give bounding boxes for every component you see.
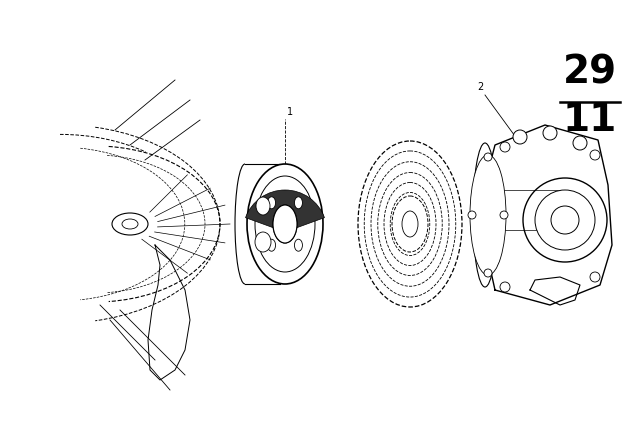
Ellipse shape	[392, 196, 428, 252]
Ellipse shape	[247, 164, 323, 284]
Ellipse shape	[513, 130, 527, 144]
Ellipse shape	[402, 211, 418, 237]
Ellipse shape	[256, 197, 270, 215]
Ellipse shape	[523, 178, 607, 262]
Ellipse shape	[573, 136, 587, 150]
Text: 11: 11	[563, 101, 617, 139]
Ellipse shape	[255, 232, 271, 252]
Ellipse shape	[378, 172, 442, 276]
Ellipse shape	[484, 269, 492, 277]
Ellipse shape	[543, 126, 557, 140]
Text: 29: 29	[563, 53, 617, 91]
Ellipse shape	[470, 155, 506, 275]
Ellipse shape	[500, 142, 510, 152]
Ellipse shape	[371, 162, 449, 286]
Ellipse shape	[390, 193, 430, 255]
Wedge shape	[246, 190, 324, 232]
Ellipse shape	[122, 219, 138, 229]
Ellipse shape	[273, 205, 297, 243]
Ellipse shape	[273, 205, 297, 243]
Ellipse shape	[590, 150, 600, 160]
Ellipse shape	[500, 211, 508, 219]
Ellipse shape	[590, 272, 600, 282]
Ellipse shape	[487, 163, 503, 267]
Ellipse shape	[268, 239, 276, 251]
Ellipse shape	[500, 282, 510, 292]
Ellipse shape	[112, 213, 148, 235]
Ellipse shape	[294, 239, 303, 251]
Ellipse shape	[358, 141, 462, 307]
Ellipse shape	[255, 176, 315, 272]
Ellipse shape	[268, 197, 276, 209]
Ellipse shape	[364, 151, 456, 297]
Ellipse shape	[384, 182, 436, 266]
Ellipse shape	[468, 211, 476, 219]
Ellipse shape	[473, 143, 497, 287]
Ellipse shape	[535, 190, 595, 250]
Text: 2: 2	[477, 82, 483, 92]
Ellipse shape	[294, 197, 303, 209]
Text: 1: 1	[287, 107, 293, 117]
Ellipse shape	[551, 206, 579, 234]
Ellipse shape	[484, 153, 492, 161]
